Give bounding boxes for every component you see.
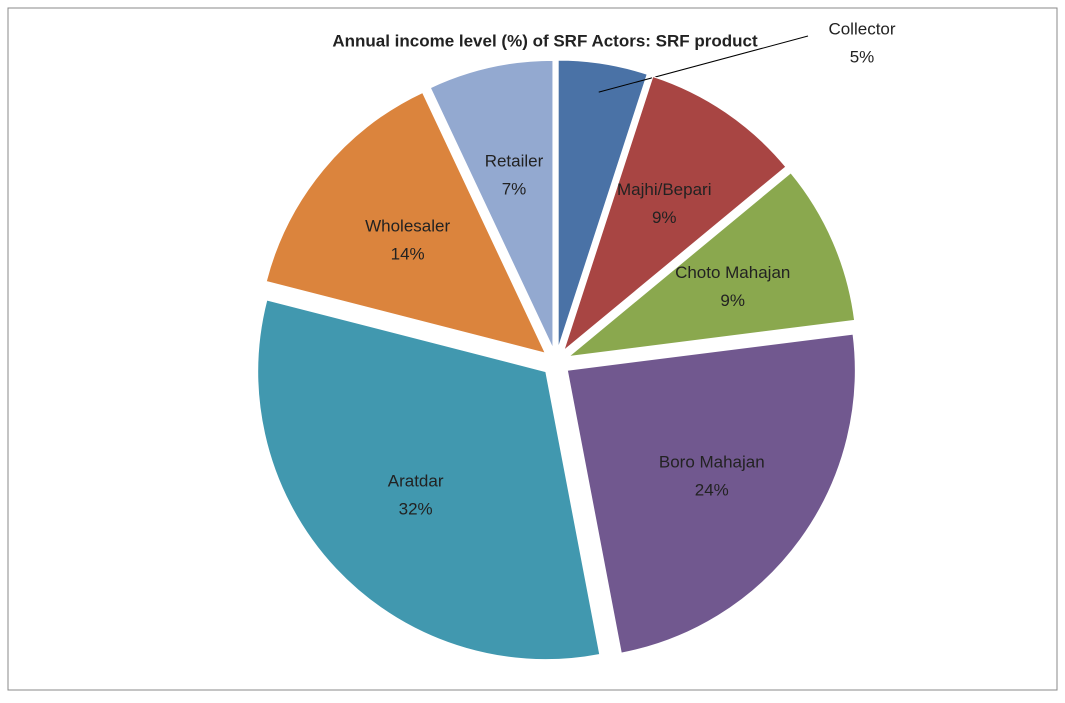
slice-value-label: 9% xyxy=(720,291,745,310)
chart-title: Annual income level (%) of SRF Actors: S… xyxy=(332,31,758,50)
slice-value-label: 9% xyxy=(652,208,677,227)
slice-label: Collector xyxy=(828,19,895,38)
slice-label: Aratdar xyxy=(388,471,444,490)
slice-value-label: 14% xyxy=(391,245,425,264)
slice-label: Choto Mahajan xyxy=(675,263,790,282)
pie-slice xyxy=(567,172,856,358)
pie-slice xyxy=(429,59,554,349)
slice-label: Wholesaler xyxy=(365,217,450,236)
slice-value-label: 5% xyxy=(850,47,875,66)
slice-value-label: 32% xyxy=(399,499,433,518)
slice-label: Retailer xyxy=(485,152,544,171)
slice-label: Boro Mahajan xyxy=(659,453,765,472)
leader-line xyxy=(598,35,809,93)
slice-label: Majhi/Bepari xyxy=(617,180,712,199)
slice-value-label: 7% xyxy=(502,180,527,199)
slice-value-label: 24% xyxy=(695,481,729,500)
pie-slice xyxy=(566,333,856,654)
pie-slice xyxy=(562,75,787,352)
pie-slice xyxy=(557,59,648,349)
pie-slice xyxy=(257,299,601,661)
pie-slice xyxy=(265,91,547,354)
